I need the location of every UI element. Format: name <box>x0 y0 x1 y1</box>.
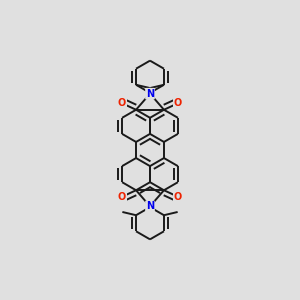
Text: N: N <box>146 201 154 211</box>
Text: O: O <box>174 98 182 108</box>
Text: N: N <box>146 89 154 99</box>
Text: O: O <box>174 192 182 202</box>
Text: O: O <box>118 192 126 202</box>
Text: O: O <box>118 98 126 108</box>
